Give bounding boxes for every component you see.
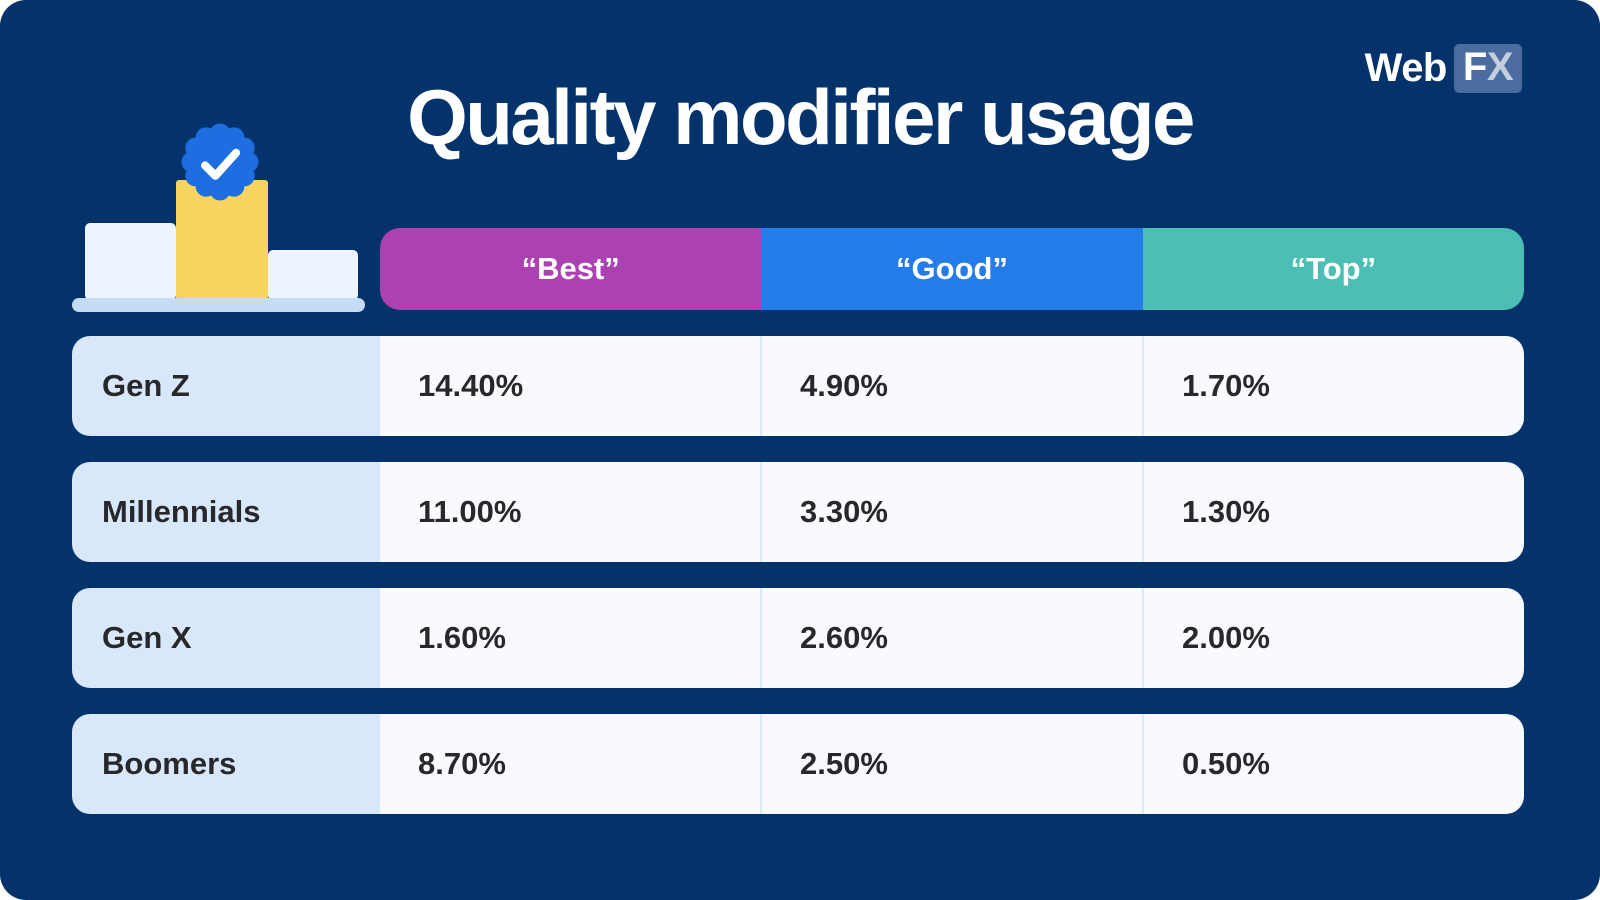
- checkmark-icon: [201, 148, 241, 180]
- podium-base-bar: [72, 298, 365, 312]
- row-label: Millennials: [72, 462, 380, 562]
- quality-modifier-table: “Best” “Good” “Top” Gen Z 14.40% 4.90% 1…: [72, 228, 1524, 814]
- winner-podium-icon: [72, 123, 365, 312]
- podium-left-block: [85, 223, 176, 300]
- cell-value: 8.70%: [380, 714, 760, 814]
- table-row-gen-x: Gen X 1.60% 2.60% 2.00%: [72, 588, 1524, 688]
- webfx-logo-f-letter: F: [1462, 45, 1487, 89]
- webfx-logo-web-text: Web: [1364, 46, 1448, 90]
- cell-value: 0.50%: [1142, 714, 1524, 814]
- column-header-good: “Good”: [761, 228, 1143, 310]
- cell-value: 14.40%: [380, 336, 760, 436]
- verified-check-badge-icon: [181, 123, 259, 201]
- table-header-row: “Best” “Good” “Top”: [380, 228, 1524, 310]
- podium-right-block: [268, 250, 358, 300]
- page-title: Quality modifier usage: [407, 73, 1195, 161]
- webfx-logo-x-letter: X: [1486, 45, 1514, 89]
- row-label: Gen Z: [72, 336, 380, 436]
- cell-value: 1.30%: [1142, 462, 1524, 562]
- column-header-top: “Top”: [1142, 228, 1524, 310]
- row-label: Boomers: [72, 714, 380, 814]
- row-label: Gen X: [72, 588, 380, 688]
- table-row-boomers: Boomers 8.70% 2.50% 0.50%: [72, 714, 1524, 814]
- podium-center-block: [176, 180, 268, 300]
- webfx-logo: Web F X: [1365, 44, 1522, 93]
- column-header-best: “Best”: [380, 228, 762, 310]
- cell-value: 2.50%: [760, 714, 1142, 814]
- table-row-gen-z: Gen Z 14.40% 4.90% 1.70%: [72, 336, 1524, 436]
- cell-value: 3.30%: [760, 462, 1142, 562]
- cell-value: 11.00%: [380, 462, 760, 562]
- cell-value: 1.60%: [380, 588, 760, 688]
- webfx-logo-fx-box: F X: [1453, 44, 1522, 93]
- cell-value: 4.90%: [760, 336, 1142, 436]
- cell-value: 1.70%: [1142, 336, 1524, 436]
- cell-value: 2.00%: [1142, 588, 1524, 688]
- cell-value: 2.60%: [760, 588, 1142, 688]
- table-row-millennials: Millennials 11.00% 3.30% 1.30%: [72, 462, 1524, 562]
